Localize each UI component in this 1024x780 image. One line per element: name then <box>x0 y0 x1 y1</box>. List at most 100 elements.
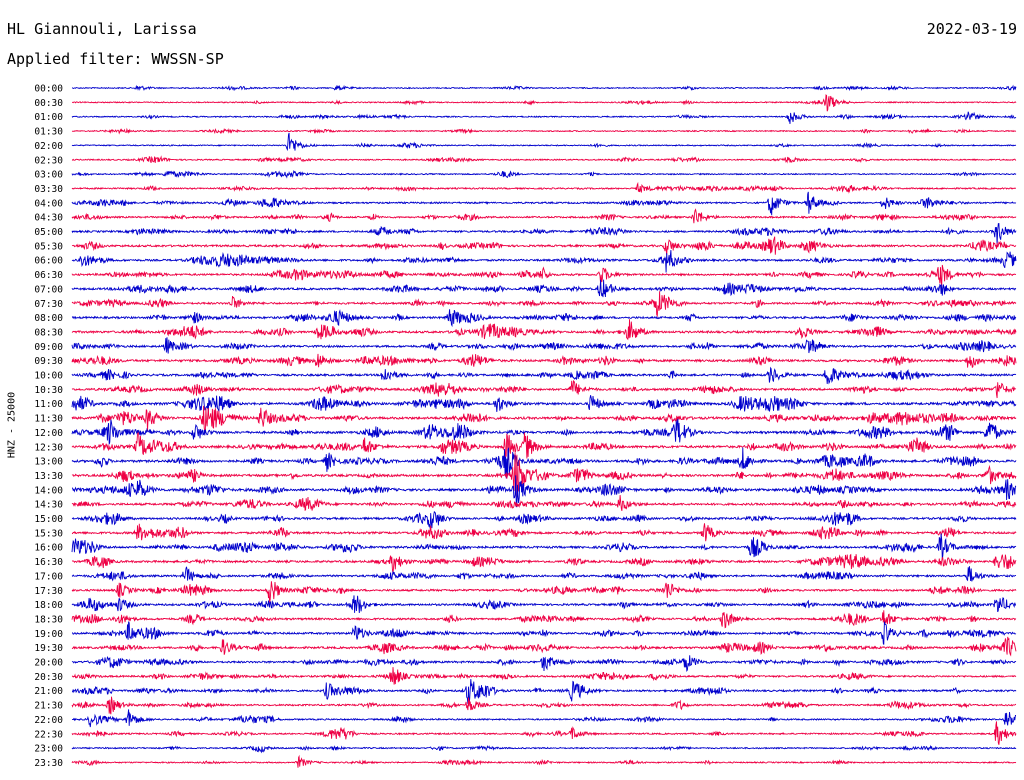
seismic-trace <box>71 366 1017 385</box>
seismic-trace <box>71 169 1017 179</box>
row-time-label: 12:00 <box>34 428 63 439</box>
row-time-label: 18:30 <box>34 614 63 625</box>
row-time-label: 03:30 <box>34 184 63 195</box>
seismic-trace <box>71 581 1017 603</box>
seismic-trace <box>71 337 1017 354</box>
station-title: HL Giannouli, Larissa <box>7 20 197 38</box>
seismic-trace <box>71 447 1017 479</box>
seismic-trace <box>71 111 1017 124</box>
row-time-label: 09:00 <box>34 342 63 353</box>
row-time-label: 22:30 <box>34 729 63 740</box>
seismic-trace <box>71 452 1017 499</box>
seismic-trace <box>71 309 1017 328</box>
row-time-label: 15:30 <box>34 528 63 539</box>
seismic-trace <box>71 721 1017 745</box>
seismic-trace <box>71 655 1017 672</box>
row-time-label: 07:30 <box>34 299 63 310</box>
row-time-label: 13:30 <box>34 471 63 482</box>
seismic-trace <box>71 279 1017 298</box>
seismic-trace <box>72 94 1017 112</box>
seismic-trace <box>71 250 1017 273</box>
seismic-trace <box>71 264 1017 287</box>
seismic-trace <box>71 379 1017 399</box>
seismic-trace <box>71 595 1016 614</box>
row-time-label: 18:00 <box>34 600 63 611</box>
seismic-trace <box>71 353 1017 369</box>
seismic-trace <box>71 553 1017 574</box>
seismic-trace <box>71 191 1017 216</box>
seismic-trace <box>71 533 1017 559</box>
seismic-trace <box>71 696 1017 715</box>
seismic-trace <box>71 418 1017 445</box>
row-time-label: 20:30 <box>34 672 63 683</box>
seismic-trace <box>71 566 1017 582</box>
seismic-trace <box>71 127 1017 135</box>
row-time-label: 10:00 <box>34 371 63 382</box>
seismic-trace <box>71 523 1017 542</box>
row-time-label: 08:00 <box>34 313 63 324</box>
row-time-label: 23:00 <box>34 744 63 755</box>
row-time-label: 08:30 <box>34 327 63 338</box>
row-time-label: 00:30 <box>34 98 63 109</box>
seismic-trace <box>71 84 1017 92</box>
row-time-label: 14:30 <box>34 500 63 511</box>
row-time-label: 00:00 <box>34 84 63 95</box>
seismic-trace <box>71 744 1017 754</box>
seismic-trace <box>71 621 1017 645</box>
seismic-trace <box>71 405 1017 434</box>
seismic-trace <box>71 181 1017 194</box>
seismic-trace <box>71 510 1017 529</box>
seismic-trace <box>71 291 1017 318</box>
row-time-label: 16:00 <box>34 543 63 554</box>
row-time-label: 09:30 <box>34 356 63 367</box>
row-time-label: 01:30 <box>34 127 63 138</box>
seismic-trace <box>71 132 1017 152</box>
seismic-trace <box>71 208 1017 224</box>
seismic-trace <box>71 395 1017 413</box>
row-time-label: 17:00 <box>34 571 63 582</box>
seismic-trace <box>71 754 1017 768</box>
row-time-label: 03:00 <box>34 170 63 181</box>
row-time-label: 19:00 <box>34 629 63 640</box>
row-time-label: 07:00 <box>34 284 63 295</box>
row-time-label: 04:00 <box>34 198 63 209</box>
row-time-label: 11:00 <box>34 399 63 410</box>
row-time-label: 05:30 <box>34 241 63 252</box>
row-time-label: 14:00 <box>34 485 63 496</box>
seismic-trace <box>72 475 1017 508</box>
row-time-label: 23:30 <box>34 758 63 769</box>
row-time-label: 12:30 <box>34 442 63 453</box>
seismic-trace <box>72 679 1017 706</box>
row-time-label: 22:00 <box>34 715 63 726</box>
row-time-label: 21:00 <box>34 686 63 697</box>
seismic-trace <box>71 495 1017 512</box>
row-time-label: 11:30 <box>34 414 63 425</box>
row-time-label: 15:00 <box>34 514 63 525</box>
row-time-label: 19:30 <box>34 643 63 654</box>
row-time-label: 01:00 <box>34 112 63 123</box>
seismic-trace <box>71 431 1017 460</box>
row-time-label: 06:00 <box>34 256 63 267</box>
seismic-trace <box>71 319 1017 341</box>
row-time-label: 20:00 <box>34 658 63 669</box>
seismic-trace <box>71 636 1017 657</box>
row-time-label: 17:30 <box>34 586 63 597</box>
seismic-trace <box>71 236 1017 255</box>
filter-label: Applied filter: WWSSN-SP <box>7 50 224 68</box>
row-time-label: 13:00 <box>34 457 63 468</box>
seismic-trace <box>71 709 1016 728</box>
seismic-trace <box>71 610 1017 629</box>
row-time-label: 02:00 <box>34 141 63 152</box>
seismic-trace <box>71 155 1017 164</box>
row-time-label: 10:30 <box>34 385 63 396</box>
seismic-trace <box>71 667 1017 685</box>
row-time-label: 05:00 <box>34 227 63 238</box>
row-time-label: 16:30 <box>34 557 63 568</box>
row-time-label: 04:30 <box>34 213 63 224</box>
date-label: 2022-03-19 <box>926 20 1017 38</box>
row-time-label: 02:30 <box>34 155 63 166</box>
row-time-label: 06:30 <box>34 270 63 281</box>
row-time-label: 21:30 <box>34 701 63 712</box>
seismic-trace <box>71 222 1017 246</box>
